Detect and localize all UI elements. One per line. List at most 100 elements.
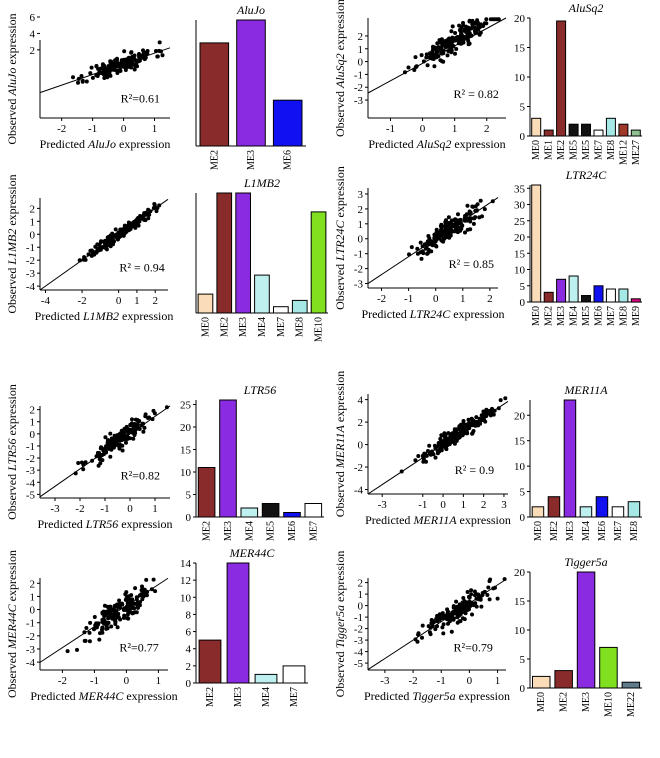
x-tick-label: -2 bbox=[75, 503, 84, 515]
y-tick-label: -5 bbox=[26, 489, 36, 501]
bar-y-tick-label: 15 bbox=[180, 445, 192, 457]
y-tick-label: 1 bbox=[358, 589, 364, 601]
data-point bbox=[418, 250, 423, 255]
data-point bbox=[88, 71, 93, 76]
data-point bbox=[126, 56, 131, 60]
data-point bbox=[467, 595, 472, 600]
bar-y-tick-label: 10 bbox=[514, 625, 526, 637]
data-point bbox=[140, 584, 144, 589]
data-point bbox=[133, 417, 138, 422]
y-tick-label: -3 bbox=[26, 268, 36, 280]
bar-category-label: ME0 bbox=[536, 692, 547, 712]
data-point bbox=[457, 435, 462, 440]
x-axis-label-prefix: Predicted bbox=[40, 137, 88, 151]
y-tick-label: 0 bbox=[358, 440, 364, 452]
data-point bbox=[406, 65, 411, 70]
bar-y-tick-label: 25 bbox=[514, 216, 526, 228]
data-point bbox=[431, 44, 435, 49]
data-point bbox=[456, 35, 461, 40]
y-tick-label: -4 bbox=[354, 647, 364, 659]
data-point bbox=[125, 612, 130, 617]
x-tick-label: 1 bbox=[152, 503, 158, 515]
x-tick-label: 1 bbox=[134, 295, 140, 307]
bar-y-tick-label: 15 bbox=[514, 248, 526, 260]
bar-me7 bbox=[611, 506, 625, 518]
y-axis-label: Observed L1MB2 expression bbox=[5, 174, 19, 313]
data-point bbox=[444, 226, 449, 231]
data-point bbox=[108, 431, 113, 436]
x-tick-label: 1 bbox=[495, 675, 501, 687]
data-point bbox=[157, 40, 162, 45]
x-axis-label-element: L1MB2 bbox=[82, 309, 119, 323]
bar-me4 bbox=[579, 506, 593, 518]
bar-category-label: ME8 bbox=[618, 306, 629, 326]
bar-y-tick-label: 35 bbox=[514, 183, 526, 195]
bar-me3 bbox=[563, 399, 577, 518]
bar-panel-l1mb2: L1MB2 ME0 ME2 ME3 ME4 ME7 ME8 ME10 bbox=[195, 176, 328, 342]
bar-me3 bbox=[219, 399, 237, 518]
data-point bbox=[446, 431, 451, 436]
data-point bbox=[442, 431, 447, 436]
data-point bbox=[462, 28, 467, 32]
data-point bbox=[425, 54, 429, 59]
data-point bbox=[65, 649, 70, 654]
bar-chart-title: LTR24C bbox=[565, 168, 607, 182]
data-point bbox=[462, 424, 467, 429]
data-point bbox=[424, 459, 428, 464]
data-point bbox=[468, 210, 472, 215]
data-point bbox=[112, 433, 117, 438]
bar-me6 bbox=[595, 496, 609, 518]
y-axis-label-suffix: expression bbox=[333, 371, 347, 425]
data-point bbox=[142, 211, 147, 216]
data-point bbox=[453, 31, 458, 35]
bar-category-label: ME2 bbox=[549, 521, 560, 541]
y-axis-label: Observed AluSq2 expression bbox=[333, 0, 347, 137]
data-point bbox=[446, 215, 451, 220]
scatter-panel-ltr24c: -2 -1 0 1 2 3 2 1 0 -1 -2 -3 R² = 0.85 Predicted LTR2… bbox=[333, 166, 505, 321]
data-point bbox=[141, 429, 146, 434]
data-point bbox=[460, 610, 465, 615]
bar-me7 bbox=[282, 665, 306, 684]
regression-line bbox=[367, 578, 507, 670]
data-point bbox=[135, 600, 140, 605]
y-tick-label: 2 bbox=[30, 203, 36, 215]
y-axis-label-element: MER44C bbox=[5, 603, 19, 650]
data-point bbox=[470, 420, 474, 425]
data-point bbox=[467, 19, 472, 24]
data-point bbox=[454, 599, 459, 604]
data-point bbox=[164, 405, 169, 410]
data-point bbox=[430, 49, 435, 54]
data-point bbox=[110, 438, 115, 443]
data-point bbox=[152, 411, 157, 416]
y-axis-label-prefix: Observed bbox=[5, 649, 19, 698]
bar-me8 bbox=[291, 299, 308, 314]
data-point bbox=[416, 631, 421, 636]
data-point bbox=[133, 423, 138, 428]
x-tick-label: 1 bbox=[152, 123, 158, 135]
bar-category-label: ME3 bbox=[556, 306, 567, 326]
data-point bbox=[84, 626, 89, 630]
data-point bbox=[470, 612, 474, 617]
data-point bbox=[449, 616, 454, 621]
data-point bbox=[434, 48, 439, 53]
data-point bbox=[89, 65, 94, 70]
data-point bbox=[120, 432, 125, 437]
bar-y-tick-label: 20 bbox=[180, 422, 192, 434]
bar-me2 bbox=[543, 291, 554, 303]
y-tick-label: -3 bbox=[26, 465, 36, 477]
data-point bbox=[155, 54, 160, 59]
bar-me2 bbox=[547, 496, 561, 518]
x-tick-label: 0 bbox=[116, 295, 122, 307]
data-point bbox=[115, 68, 120, 73]
x-tick-label: -2 bbox=[77, 295, 86, 307]
bar-me2 bbox=[554, 670, 573, 689]
y-axis-label-element: L1MB2 bbox=[5, 229, 19, 266]
data-point bbox=[116, 437, 120, 442]
y-tick-label: 4 bbox=[30, 28, 36, 40]
bar-me6 bbox=[283, 512, 301, 518]
x-axis-label: Predicted LTR56 expression bbox=[37, 517, 172, 531]
data-point bbox=[455, 620, 460, 625]
bar-me9 bbox=[630, 298, 641, 303]
x-axis-label-suffix: expression bbox=[456, 689, 510, 703]
